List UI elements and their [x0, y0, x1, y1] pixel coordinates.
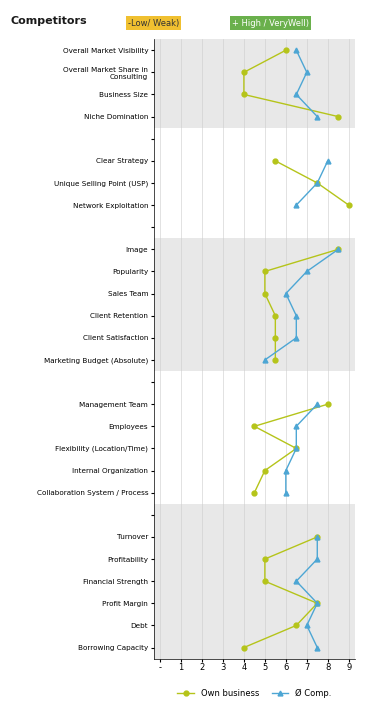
- Legend: Own business, Ø Comp.: Own business, Ø Comp.: [174, 685, 335, 701]
- Text: Competitors: Competitors: [11, 16, 87, 26]
- Bar: [154, 39, 355, 127]
- Bar: [154, 239, 355, 371]
- Bar: [154, 504, 355, 659]
- Text: + High / VeryWell): + High / VeryWell): [232, 19, 309, 28]
- Text: -Low/ Weak): -Low/ Weak): [128, 19, 179, 28]
